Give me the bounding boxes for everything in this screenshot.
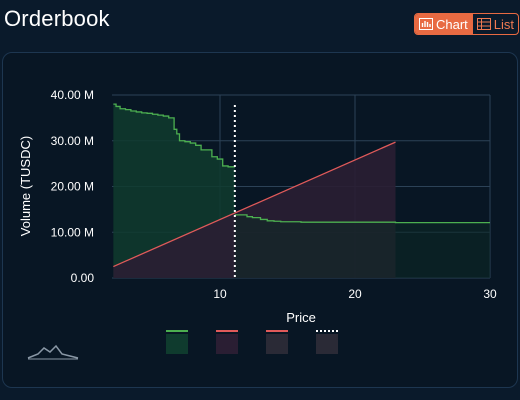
y-tick-label: 10.00 M [51,225,94,239]
bar-chart-icon [418,18,433,30]
legend-bids[interactable] [166,330,188,354]
ask-series-line [113,141,396,268]
y-tick-label: 0.00 [71,271,95,285]
x-tick-label: 10 [213,287,227,301]
y-tick-label: 40.00 M [51,88,94,102]
legend-mid-price[interactable] [316,330,338,354]
y-axis-label: Volume (TUSDC) [18,136,33,236]
page-title: Orderbook [4,6,110,31]
x-axis-label: Price [286,310,316,325]
chart-ticks: 0.00 10.00 M 20.00 M 30.00 M 40.00 M 10 20 30 [51,88,497,301]
list-view-button[interactable]: List [473,14,518,34]
chart-view-label: Chart [435,16,468,32]
legend-asks-secondary[interactable] [266,330,288,354]
chart-view-button[interactable]: Chart [414,14,472,34]
ask-fill-area [234,214,490,278]
chart-lines [113,103,490,278]
legend-asks[interactable] [216,330,238,354]
y-tick-label: 20.00 M [51,180,94,194]
y-tick-label: 30.00 M [51,134,94,148]
chart-list-toggle[interactable]: Chart List [413,13,519,35]
toggle-divider [471,14,473,34]
chart-fills [113,104,490,279]
chart-legend [166,330,338,354]
x-tick-label: 30 [483,287,497,301]
bid-series-line [113,103,235,168]
mini-depth-icon [27,344,79,360]
ask-fill-series-line [234,214,490,224]
list-icon [476,18,491,30]
x-tick-label: 20 [348,287,362,301]
list-view-label: List [493,16,514,32]
